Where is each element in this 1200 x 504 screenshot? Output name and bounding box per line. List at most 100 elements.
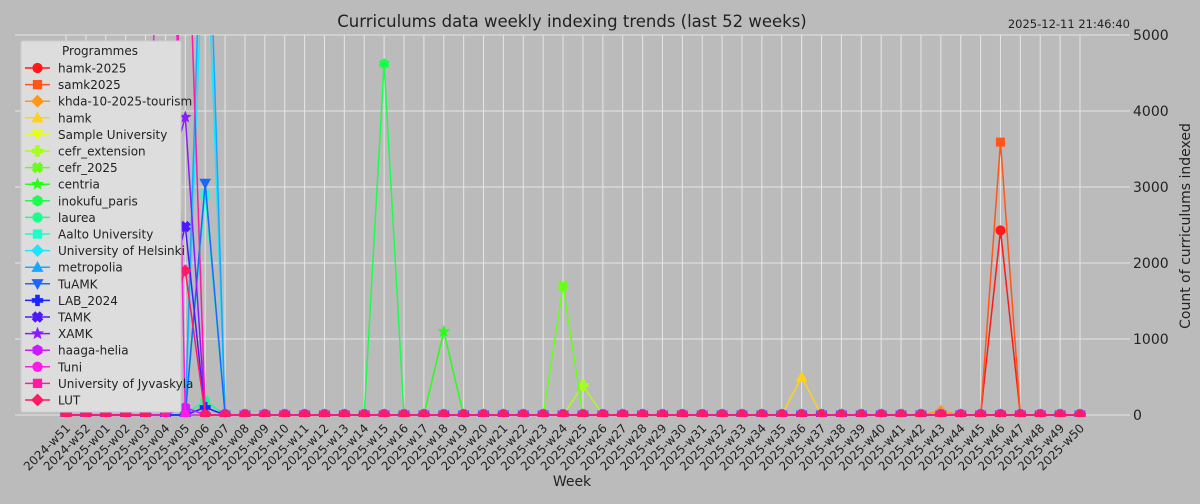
legend-item: TAMK <box>25 311 92 325</box>
legend-item: khda-10-2025-tourism <box>25 95 192 109</box>
data-point <box>795 408 808 417</box>
data-point <box>874 408 888 417</box>
legend-item: laurea <box>25 211 96 225</box>
data-point <box>995 137 1005 147</box>
legend-item: cefr_2025 <box>25 161 118 175</box>
data-point <box>656 408 669 417</box>
legend-item: Tuni <box>25 360 82 374</box>
legend-item: metropolia <box>25 261 123 275</box>
data-point <box>417 408 431 417</box>
legend-item: hamk <box>25 111 92 125</box>
hexagon-marker-icon <box>32 195 43 207</box>
legend-item: centria <box>25 177 100 192</box>
data-point <box>238 408 252 417</box>
data-point <box>954 408 967 417</box>
series-line <box>66 116 1080 416</box>
star-marker-icon <box>30 326 45 340</box>
timestamp: 2025-12-11 21:46:40 <box>1008 17 1130 31</box>
data-point <box>1073 408 1087 417</box>
data-point <box>199 178 212 190</box>
data-point <box>99 408 112 417</box>
data-point <box>517 408 530 417</box>
data-point <box>556 408 570 417</box>
data-point <box>318 408 331 417</box>
legend-item: TuAMK <box>25 277 99 291</box>
y-tick-label: 3000 <box>1133 180 1169 196</box>
legend-label: TAMK <box>57 311 92 325</box>
legend-label: laurea <box>58 211 96 225</box>
legend-item: University of Jyvaskyla <box>25 377 193 391</box>
data-point <box>338 408 351 417</box>
data-point <box>894 408 908 417</box>
diamond-marker-icon <box>31 94 44 108</box>
data-point <box>914 408 928 417</box>
legend-label: khda-10-2025-tourism <box>58 95 192 109</box>
series-line <box>66 285 1080 416</box>
plus-marker-icon <box>31 294 44 307</box>
y-tick-label: 0 <box>1133 408 1142 424</box>
data-point <box>139 408 152 417</box>
data-point <box>536 408 550 417</box>
legend: Programmes hamk-2025 samk2025 khda-10-2025… <box>20 40 193 413</box>
legend-label: Aalto University <box>58 228 153 242</box>
series-hamk <box>61 370 1085 417</box>
data-point <box>994 408 1007 417</box>
series-LUT <box>59 264 1087 417</box>
data-point <box>457 408 470 417</box>
data-point <box>497 408 510 417</box>
legend-label: haaga-helia <box>58 344 129 358</box>
legend-label: University of Jyvaskyla <box>58 377 193 391</box>
x-marker-icon-shape <box>31 161 44 174</box>
data-point <box>59 408 73 417</box>
series-LAB_2024 <box>60 401 1086 417</box>
data-point <box>696 408 709 417</box>
legend-label: LAB_2024 <box>58 294 118 308</box>
legend-item: Aalto University <box>25 228 153 242</box>
data-point <box>179 264 192 277</box>
hexagon-marker-icon <box>32 344 43 356</box>
series-centria <box>59 324 1087 417</box>
legend-item: Sample University <box>25 128 167 142</box>
series-cefr_extension <box>60 379 1086 417</box>
square-marker-icon <box>32 229 43 239</box>
data-point <box>775 408 788 417</box>
data-point <box>119 408 132 417</box>
legend-label: LUT <box>58 394 81 408</box>
series-line <box>66 230 1080 416</box>
series-layer <box>59 35 1087 417</box>
data-point <box>576 408 590 417</box>
legend-label: Tuni <box>57 360 82 374</box>
legend-item: XAMK <box>25 326 94 341</box>
series-XAMK <box>59 110 1087 417</box>
series-Tuni <box>61 35 1085 417</box>
data-point <box>258 408 272 417</box>
legend-label: Sample University <box>58 128 167 142</box>
legend-title: Programmes <box>62 44 138 58</box>
legend-label: metropolia <box>58 261 123 275</box>
triangle-up-marker-icon <box>31 111 44 123</box>
series-TuAMK <box>60 178 1086 417</box>
legend-item: hamk-2025 <box>25 62 126 76</box>
x-marker-icon <box>31 311 44 323</box>
data-point <box>596 408 610 417</box>
data-point-shape <box>179 220 191 233</box>
y-axis-label: Count of curriculums indexed <box>1178 123 1194 329</box>
triangle-up-marker-icon <box>31 260 44 272</box>
y-axis: 0 1000 2000 3000 4000 5000 <box>1133 28 1169 424</box>
data-point <box>298 408 311 417</box>
legend-label: cefr_extension <box>58 145 146 159</box>
data-point <box>855 408 868 417</box>
circle-marker-icon <box>32 361 43 372</box>
data-point <box>79 408 93 417</box>
legend-item: cefr_extension <box>25 145 146 159</box>
circle-marker-icon <box>32 212 43 223</box>
square-marker-icon <box>32 79 43 90</box>
y-tick-label: 5000 <box>1133 28 1169 44</box>
legend-label: hamk <box>58 111 92 125</box>
legend-item: samk2025 <box>25 78 121 92</box>
data-point <box>278 408 291 417</box>
data-point <box>218 408 232 417</box>
square-marker-icon <box>32 378 43 389</box>
data-point <box>755 408 769 417</box>
